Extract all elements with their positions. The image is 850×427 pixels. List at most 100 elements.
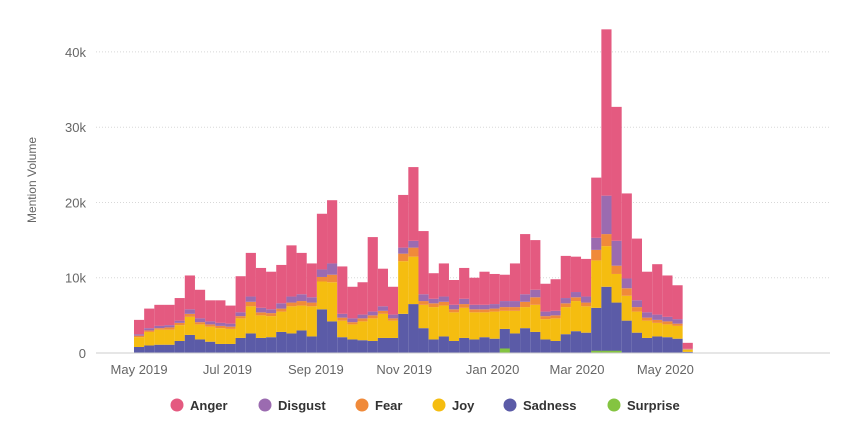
bars: [134, 29, 693, 353]
bar-segment-disgust: [631, 300, 642, 308]
bar-segment-anger: [225, 305, 236, 324]
bar-segment-anger: [286, 245, 297, 297]
bar-segment-fear: [459, 304, 470, 308]
bar-segment-sadness: [357, 340, 368, 353]
bar-segment-anger: [164, 304, 175, 326]
bar-segment-fear: [306, 302, 317, 307]
bar-segment-joy: [194, 324, 206, 340]
bar-segment-joy: [174, 325, 185, 341]
bar-segment-sadness: [489, 338, 500, 353]
bar-segment-sadness: [327, 321, 338, 353]
bar-segment-sadness: [682, 351, 693, 353]
bar-segment-fear: [428, 303, 439, 308]
y-tick-label: 20k: [65, 195, 86, 210]
bar-segment-disgust: [530, 289, 541, 298]
bar-segment-anger: [459, 267, 470, 299]
bar-segment-fear: [520, 301, 531, 308]
bar-segment-anger: [144, 308, 155, 329]
bar-segment-sadness: [652, 336, 663, 353]
bar-segment-sadness: [672, 338, 683, 353]
legend-item-disgust[interactable]: Disgust: [258, 398, 327, 413]
bar-segment-anger: [205, 300, 216, 322]
bar-segment-joy: [438, 305, 449, 337]
legend-item-sadness[interactable]: Sadness: [503, 398, 577, 413]
bar-segment-joy: [489, 311, 500, 339]
bar-segment-joy: [235, 318, 246, 338]
bar-segment-fear: [509, 307, 521, 311]
bar-segment-anger: [347, 286, 358, 319]
bar-segment-fear: [611, 265, 622, 274]
legend-label: Sadness: [523, 398, 576, 413]
legend-item-fear[interactable]: Fear: [355, 398, 403, 413]
bar-segment-surprise: [591, 350, 602, 353]
bar-segment-anger: [509, 263, 521, 302]
bar-segment-fear: [245, 301, 256, 307]
x-tick-label: May 2020: [637, 362, 694, 377]
bar-segment-fear: [296, 301, 307, 306]
bar-segment-fear: [550, 315, 561, 319]
bar-segment-anger: [184, 275, 195, 310]
bar-segment-anger: [530, 240, 541, 290]
bar-segment-joy: [164, 329, 175, 345]
bar-segment-sadness: [245, 333, 256, 353]
bar-segment-fear: [652, 319, 663, 323]
bar-segment-surprise: [611, 350, 622, 353]
x-tick-label: Nov 2019: [376, 362, 432, 377]
bar-segment-joy: [550, 318, 561, 341]
bar-segment-sadness: [174, 340, 185, 353]
bar-segment-fear: [642, 317, 653, 321]
bar-segment-disgust: [184, 309, 195, 314]
bar-segment-disgust: [357, 314, 368, 319]
bar-segment-joy: [215, 328, 226, 344]
bar-segment-disgust: [205, 321, 216, 325]
bar-segment-disgust: [479, 304, 490, 310]
legend-label: Fear: [375, 398, 402, 413]
bar-segment-sadness: [276, 331, 287, 353]
bar-segment-fear: [235, 316, 246, 319]
bar-segment-anger: [327, 200, 338, 264]
bar-segment-disgust: [581, 296, 592, 303]
bar-segment-sadness: [591, 307, 602, 353]
legend-item-surprise[interactable]: Surprise: [607, 398, 680, 413]
bar-segment-fear: [327, 274, 338, 283]
bar-segment-fear: [215, 325, 226, 329]
bar-segment-anger: [570, 256, 582, 293]
bar-segment-joy: [154, 329, 165, 345]
bar-segment-sadness: [662, 337, 673, 353]
bar-segment-fear: [438, 301, 449, 306]
bar-segment-disgust: [408, 240, 419, 248]
bar-segment-disgust: [174, 320, 185, 323]
legend-item-anger[interactable]: Anger: [170, 398, 228, 413]
bar-segment-anger: [581, 258, 592, 297]
legend-marker-icon: [258, 398, 272, 412]
bar-segment-disgust: [225, 323, 236, 327]
bar-segment-joy: [459, 307, 470, 338]
bar-segment-sadness: [296, 330, 307, 353]
bar-segment-anger: [215, 300, 226, 323]
x-tick-label: Mar 2020: [550, 362, 605, 377]
bar-segment-sadness: [520, 328, 531, 353]
bar-segment-joy: [672, 325, 683, 339]
bar-segment-fear: [184, 313, 195, 317]
bar-segment-disgust: [642, 312, 653, 318]
bar-segment-anger: [316, 213, 328, 270]
bar-segment-fear: [591, 249, 602, 261]
bar-segment-anger: [296, 252, 307, 295]
bar-segment-joy: [479, 312, 490, 338]
bar-segment-anger: [194, 289, 206, 319]
bar-segment-fear: [601, 234, 612, 247]
y-tick-label: 10k: [65, 271, 86, 286]
legend-item-joy[interactable]: Joy: [432, 398, 476, 413]
bar-segment-sadness: [448, 340, 460, 353]
bar-segment-sadness: [184, 334, 195, 353]
bar-segment-sadness: [154, 344, 165, 353]
bar-segment-disgust: [570, 292, 582, 298]
bar-segment-joy: [428, 307, 439, 340]
bar-segment-disgust: [388, 314, 399, 319]
bar-segment-sadness: [428, 339, 439, 353]
x-tick-label: Jan 2020: [466, 362, 520, 377]
bar-segment-fear: [408, 247, 419, 257]
bar-segment-fear: [631, 307, 642, 312]
bar-segment-joy: [306, 306, 317, 337]
